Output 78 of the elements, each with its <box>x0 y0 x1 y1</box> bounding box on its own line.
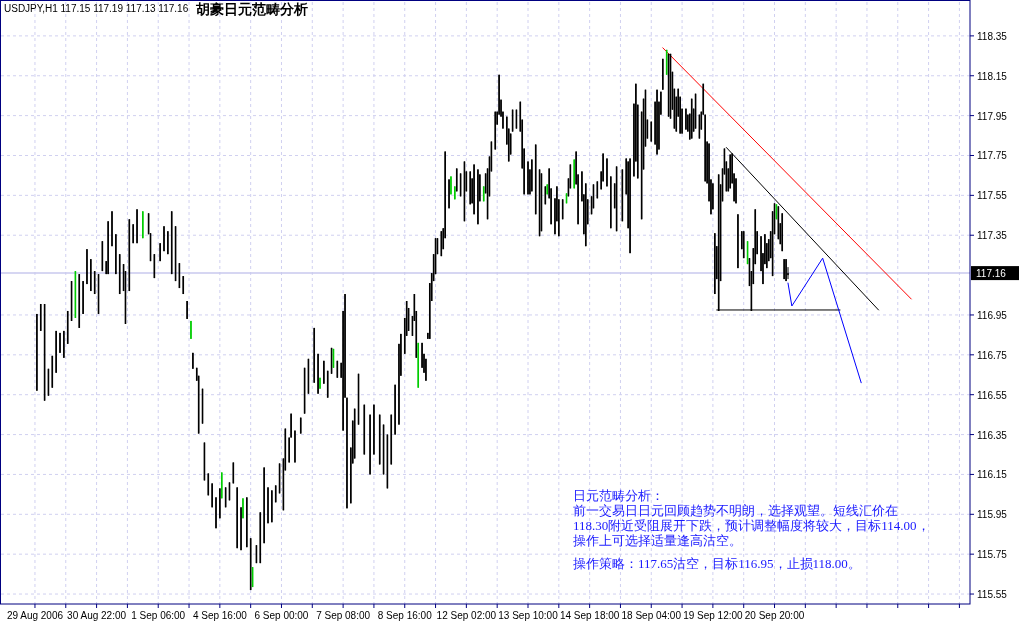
x-tick-label: 18 Sep 04:00 <box>621 610 682 621</box>
candlestick <box>115 233 117 275</box>
y-tick-label: 116.75 <box>977 349 1008 361</box>
line-series <box>787 257 862 384</box>
candlestick <box>271 489 273 523</box>
x-tick-label: 12 Sep 02:00 <box>436 610 497 621</box>
y-tick-label: 117.95 <box>977 110 1008 122</box>
annotation: 操作上可选择适量逢高沽空。 <box>573 533 742 548</box>
annotation: 前一交易日日元回顾趋势不明朗，选择观望。短线汇价在 <box>573 503 898 518</box>
candlestick <box>394 384 396 436</box>
x-tick-label: 30 Aug 22:00 <box>67 610 127 621</box>
y-tick-label: 115.75 <box>977 549 1008 561</box>
candlestick <box>417 342 420 389</box>
x-tick-label: 13 Sep 10:00 <box>498 610 559 621</box>
y-tick-label: 117.75 <box>977 150 1008 162</box>
candlestick <box>211 482 213 508</box>
candlestick <box>288 437 290 463</box>
annotation: 操作策略：117.65沽空，目标116.95，止损118.00。 <box>573 556 861 571</box>
candlestick <box>610 175 612 229</box>
x-tick-label: 4 Sep 16:00 <box>192 610 248 621</box>
ref-line-label: 117.16 <box>976 268 1007 280</box>
x-tick-label: 29 Aug 2006 <box>6 610 64 621</box>
y-tick-label: 117.55 <box>977 190 1008 202</box>
candlestick <box>246 496 248 548</box>
candlestick <box>136 208 138 244</box>
candlestick <box>192 352 194 370</box>
candlestick <box>323 360 325 385</box>
candlestick <box>215 496 217 529</box>
candlestick <box>531 158 533 192</box>
candlestick <box>704 114 706 182</box>
x-tick-label: 6 Sep 00:00 <box>254 610 309 621</box>
y-tick-label: 115.55 <box>977 589 1008 601</box>
candlestick <box>111 210 113 247</box>
x-tick-label: 8 Sep 16:00 <box>377 610 433 621</box>
chart-title: USDJPY,H1 117.15 117.19 117.13 117.16 <box>4 3 189 14</box>
chart-subtitle: 胡豪日元范畴分析 <box>195 2 308 17</box>
y-tick-label: 118.35 <box>977 30 1008 42</box>
candlestick <box>163 225 165 252</box>
x-tick-label: 20 Sep 20:00 <box>744 610 805 621</box>
annotation: 日元范畴分析： <box>573 488 664 503</box>
candlestick <box>606 157 608 187</box>
candlestick <box>86 248 88 285</box>
candlestick <box>236 486 238 549</box>
x-tick-label: 7 Sep 08:00 <box>316 610 371 621</box>
candlestick <box>319 377 321 390</box>
candlestick <box>55 330 57 374</box>
y-tick-label: 115.95 <box>977 509 1008 521</box>
candlestick <box>132 223 134 244</box>
candlestick <box>369 414 371 475</box>
candlestick <box>142 210 144 239</box>
candlestick <box>190 320 192 340</box>
candlestick <box>313 327 316 384</box>
candlestick <box>167 230 169 255</box>
x-tick-label: 14 Sep 18:00 <box>559 610 620 621</box>
y-tick-label: 116.95 <box>977 309 1008 321</box>
candlestick <box>159 242 161 262</box>
x-tick-label: 1 Sep 06:00 <box>131 610 186 621</box>
x-tick-label: 19 Sep 12:00 <box>683 610 744 621</box>
y-tick-label: 117.35 <box>977 230 1008 242</box>
y-tick-label: 116.35 <box>977 429 1008 441</box>
candlestick <box>737 213 739 269</box>
candlestick <box>63 330 65 359</box>
candlestick <box>712 182 714 210</box>
y-tick-label: 116.55 <box>977 389 1008 401</box>
y-tick-label: 116.15 <box>977 469 1008 481</box>
candlestick <box>36 313 38 392</box>
annotation: 118.30附近受阻展开下跌，预计调整幅度将较大，目标114.00， <box>573 518 930 533</box>
candlestick <box>186 300 188 320</box>
candlestick <box>346 397 348 509</box>
candlestick <box>59 332 61 354</box>
candlestick <box>90 258 92 292</box>
candlestick <box>294 430 296 463</box>
candlestick <box>82 280 84 315</box>
y-tick-label: 118.15 <box>977 70 1008 82</box>
candlestick <box>662 58 664 91</box>
candlestick <box>263 466 265 544</box>
candlestick <box>373 404 375 455</box>
candlestick <box>267 486 269 524</box>
